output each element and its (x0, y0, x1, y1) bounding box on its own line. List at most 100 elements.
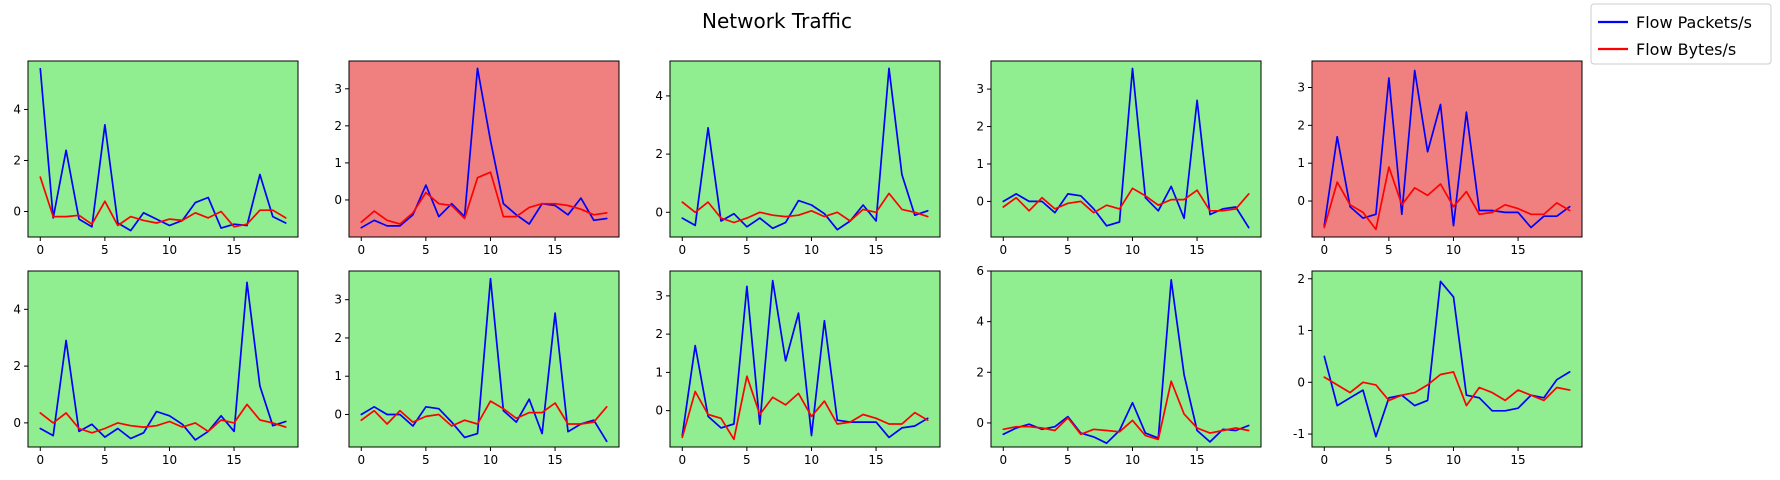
y-tick-label: 2 (13, 359, 21, 373)
panel-frame (990, 60, 1262, 238)
series-line-flow-packets-s (1323, 69, 1571, 229)
series-line-flow-packets-s (360, 277, 608, 443)
y-tick-label: 0 (976, 194, 984, 208)
series-line-flow-bytes-s (360, 171, 608, 225)
x-tick-label: 5 (1385, 243, 1393, 257)
series-line-flow-packets-s (360, 67, 608, 229)
series-line-flow-packets-s (681, 67, 929, 231)
x-tick-label: 5 (1385, 453, 1393, 467)
chart-legend: Flow Packets/s Flow Bytes/s (1590, 3, 1772, 65)
series-line-flow-packets-s (1323, 280, 1571, 438)
chart-panel-10: 0 5 10 15 -1 0 1 2 (1293, 270, 1583, 467)
y-tick-label: 4 (13, 302, 21, 316)
y-tick-label: 3 (976, 82, 984, 96)
panel-frame (1311, 60, 1583, 238)
y-tick-label: 2 (976, 365, 984, 379)
panel-background (28, 61, 298, 237)
x-tick-label: 5 (101, 453, 109, 467)
x-tick-label: 0 (999, 243, 1007, 257)
x-tick-label: 15 (547, 243, 562, 257)
series-line-flow-packets-s (1002, 67, 1250, 229)
x-tick-label: 0 (999, 453, 1007, 467)
panel-frame (27, 60, 299, 238)
x-tick-label: 0 (36, 453, 44, 467)
x-tick-label: 5 (743, 243, 751, 257)
panel-frame (348, 270, 620, 448)
x-tick-label: 10 (483, 453, 498, 467)
chart-panel-8: 0 5 10 15 0 1 2 3 (655, 270, 941, 467)
x-tick-label: 5 (422, 243, 430, 257)
x-tick-label: 0 (1320, 243, 1328, 257)
x-tick-label: 10 (1125, 453, 1140, 467)
series-line-flow-bytes-s (681, 375, 929, 441)
x-tick-label: 10 (483, 243, 498, 257)
x-tick-label: 0 (1320, 453, 1328, 467)
x-tick-label: 10 (1446, 453, 1461, 467)
y-tick-label: 0 (13, 204, 21, 218)
y-tick-label: 2 (334, 119, 342, 133)
series-line-flow-packets-s (39, 281, 287, 441)
chart-panel-5: 0 5 10 15 0 1 2 3 (1297, 60, 1583, 257)
panel-frame (669, 270, 941, 448)
y-tick-label: -1 (1293, 427, 1305, 441)
y-tick-label: 1 (976, 157, 984, 171)
legend-label-flow-bytes: Flow Bytes/s (1636, 40, 1736, 59)
x-tick-label: 5 (743, 453, 751, 467)
panel-frame (669, 60, 941, 238)
series-line-flow-bytes-s (681, 192, 929, 224)
x-tick-label: 15 (226, 243, 241, 257)
x-tick-label: 10 (804, 453, 819, 467)
chart-panel-2: 0 5 10 15 0 1 2 3 (334, 60, 620, 257)
y-tick-label: 0 (13, 416, 21, 430)
y-tick-label: 0 (976, 416, 984, 430)
series-line-flow-bytes-s (1002, 187, 1250, 214)
y-tick-label: 0 (334, 407, 342, 421)
panel-background (991, 271, 1261, 447)
y-tick-label: 0 (1297, 375, 1305, 389)
y-tick-label: 2 (655, 147, 663, 161)
x-tick-label: 15 (868, 453, 883, 467)
x-tick-label: 15 (1189, 243, 1204, 257)
panel-background (349, 61, 619, 237)
panel-frame (348, 60, 620, 238)
panel-background (670, 61, 940, 237)
x-tick-label: 10 (162, 453, 177, 467)
x-tick-label: 0 (36, 243, 44, 257)
y-tick-label: 2 (976, 120, 984, 134)
chart-title: Network Traffic (702, 9, 852, 33)
panel-frame (990, 270, 1262, 448)
y-tick-label: 2 (655, 327, 663, 341)
series-line-flow-packets-s (681, 279, 929, 439)
chart-panel-7: 0 5 10 15 0 1 2 3 (334, 270, 620, 467)
chart-panel-9: 0 5 10 15 0 2 4 6 (976, 264, 1262, 467)
x-tick-label: 10 (162, 243, 177, 257)
y-tick-label: 1 (1297, 156, 1305, 170)
chart-panel-4: 0 5 10 15 0 1 2 3 (976, 60, 1262, 257)
y-tick-label: 2 (334, 331, 342, 345)
legend-label-flow-packets: Flow Packets/s (1636, 13, 1752, 32)
y-tick-label: 1 (334, 156, 342, 170)
x-tick-label: 15 (547, 453, 562, 467)
panel-frame (1311, 270, 1583, 448)
y-tick-label: 0 (1297, 194, 1305, 208)
chart-panel-3: 0 5 10 15 0 2 4 (655, 60, 941, 257)
series-line-flow-bytes-s (39, 403, 287, 434)
series-line-flow-bytes-s (1323, 371, 1571, 407)
y-tick-label: 2 (13, 153, 21, 167)
series-line-flow-bytes-s (39, 176, 287, 228)
y-tick-label: 4 (976, 315, 984, 329)
y-tick-label: 0 (655, 404, 663, 418)
x-tick-label: 10 (1446, 243, 1461, 257)
y-tick-label: 0 (655, 205, 663, 219)
y-tick-label: 3 (334, 293, 342, 307)
panel-frame (27, 270, 299, 448)
y-tick-label: 4 (13, 102, 21, 116)
chart-panel-6: 0 5 10 15 0 2 4 (13, 270, 299, 467)
x-tick-label: 15 (1510, 453, 1525, 467)
y-tick-label: 3 (334, 82, 342, 96)
panel-background (1312, 61, 1582, 237)
series-line-flow-bytes-s (1002, 380, 1250, 441)
y-tick-label: 2 (1297, 272, 1305, 286)
